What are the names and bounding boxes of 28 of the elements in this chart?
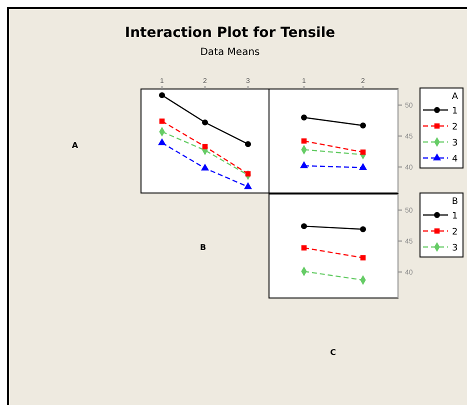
chart-title: Interaction Plot for Tensile (124, 25, 336, 41)
point (360, 226, 366, 232)
x-axis-title: B (200, 243, 206, 252)
point (158, 138, 166, 146)
legend-label: 1 (452, 106, 458, 116)
legend-label: 4 (452, 154, 458, 164)
point (301, 114, 307, 120)
chart-subtitle: Data Means (200, 47, 260, 58)
point (200, 164, 210, 171)
point (202, 119, 208, 126)
legend-title: A (452, 92, 459, 102)
point (245, 171, 251, 176)
legend-title: B (452, 197, 458, 207)
point (360, 122, 366, 129)
legend-label: 2 (452, 122, 458, 132)
x-axis-title: C (330, 348, 336, 357)
legend-label: 3 (452, 138, 458, 148)
legend-label: 1 (452, 212, 458, 222)
point (245, 141, 251, 148)
point (159, 92, 165, 98)
point (360, 255, 366, 260)
point (159, 118, 165, 124)
point (244, 182, 252, 190)
point (301, 223, 307, 230)
point (301, 245, 307, 251)
y-axis-title: A (72, 141, 79, 150)
legend-label: 2 (452, 228, 458, 238)
legend-label: 3 (452, 244, 458, 254)
